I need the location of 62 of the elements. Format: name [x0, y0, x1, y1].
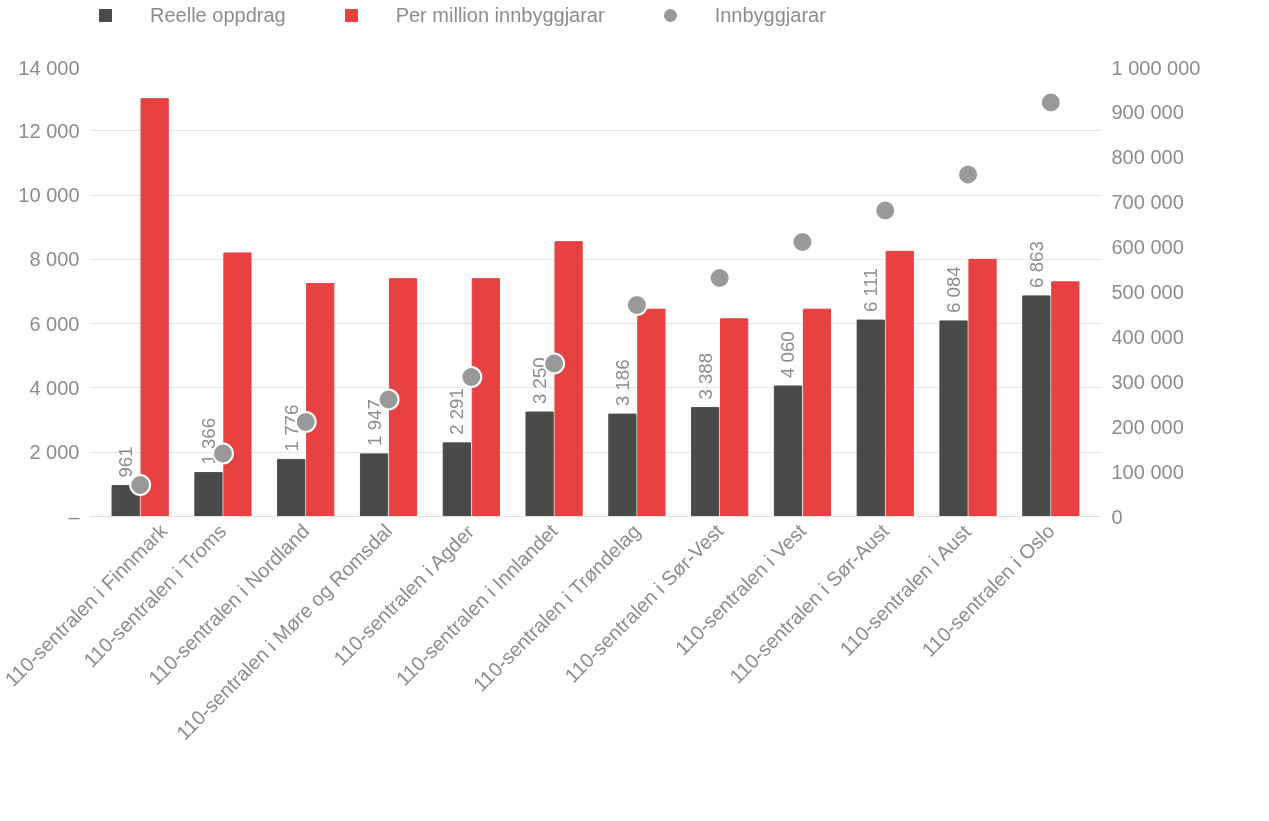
y2-tick-label: 300 000: [1111, 370, 1184, 393]
point: [1039, 91, 1062, 114]
y-tick-label: 6 000: [29, 312, 80, 335]
y2-tick-label: 700 000: [1111, 190, 1184, 213]
bar: [306, 282, 335, 517]
data-label: 3 186: [611, 359, 633, 407]
bar: [773, 385, 803, 517]
bar: [1022, 295, 1051, 517]
bar: [140, 98, 169, 517]
y2-tick-label: 500 000: [1111, 280, 1184, 303]
bar: [525, 411, 554, 517]
y2-tick-label: 600 000: [1111, 235, 1184, 258]
bar: [111, 485, 140, 517]
data-label: 3 388: [694, 352, 716, 400]
bar: [554, 241, 583, 517]
bar: [691, 407, 720, 517]
y-tick-label: 14 000: [18, 56, 80, 79]
data-label: 961: [115, 446, 137, 478]
bar: [1051, 281, 1080, 517]
bar: [968, 258, 997, 517]
bar: [885, 250, 914, 517]
y2-tick-label: 800 000: [1111, 145, 1184, 168]
point: [957, 163, 980, 186]
bar: [442, 442, 471, 517]
bar: [359, 453, 389, 517]
bar: [802, 308, 832, 517]
y-tick-label: 10 000: [18, 184, 80, 207]
bar: [856, 319, 885, 517]
point: [874, 199, 897, 222]
data-label: 4 060: [777, 331, 799, 378]
bar: [608, 413, 637, 517]
data-label: 2 291: [446, 388, 468, 435]
bar: [637, 308, 666, 517]
bar: [223, 252, 252, 517]
y-tick-label: 4 000: [29, 376, 80, 399]
y2-tick-label: 100 000: [1111, 460, 1184, 483]
data-label: 6 084: [943, 266, 965, 313]
y2-tick-label: 0: [1111, 505, 1123, 528]
y-tick-label: 12 000: [18, 119, 80, 142]
legend-label: Reelle oppdrag: [150, 2, 286, 28]
bar: [471, 278, 500, 517]
bar: [720, 318, 749, 517]
y-tick-label: 8 000: [29, 248, 80, 271]
bar: [939, 320, 968, 517]
y2-tick-label: 900 000: [1111, 100, 1184, 123]
y2-tick-label: 200 000: [1111, 415, 1184, 438]
bar: [388, 278, 418, 517]
y-tick-label: 2 000: [29, 441, 80, 464]
legend-label: Innbyggjarar: [714, 2, 826, 28]
point: [708, 267, 731, 289]
bar: [277, 458, 306, 517]
y2-tick-label: 1 000 000: [1111, 56, 1201, 79]
point: [791, 231, 814, 253]
y2-tick-label: 400 000: [1111, 325, 1184, 348]
bar: [194, 472, 223, 517]
data-label: 6 863: [1025, 241, 1047, 288]
data-label: 1 947: [363, 399, 385, 446]
point: [625, 294, 648, 316]
data-label: 6 111: [860, 268, 882, 313]
y-tick-label: –: [68, 505, 81, 528]
legend-label: Per million innbyggjarar: [395, 2, 605, 28]
point: [460, 366, 483, 388]
